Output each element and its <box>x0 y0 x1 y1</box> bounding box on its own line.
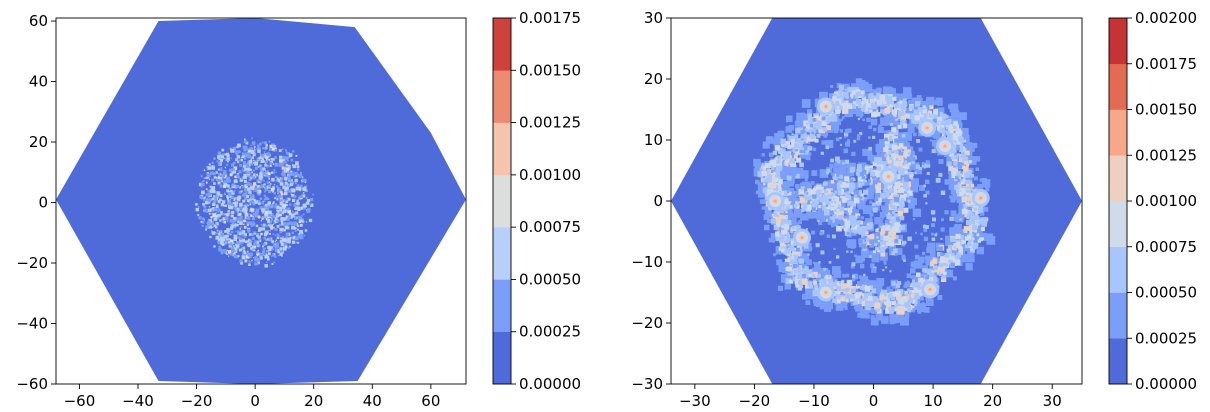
y-tick-label: −30 <box>631 375 663 393</box>
y-tick-label: 0 <box>653 192 663 210</box>
left-contour-panel: −60 −40 −20 0 20 40 60 −60 −40 −20 0 20 40 60 <box>16 12 467 410</box>
axes-frame <box>55 17 467 385</box>
colorbar-segment <box>493 122 511 176</box>
hotspot-peak <box>928 287 932 292</box>
y-tick-label: −10 <box>631 253 663 271</box>
colorbar-tick-label: 0.00150 <box>519 61 581 79</box>
colorbar-tick-label: 0.00100 <box>1135 192 1197 210</box>
x-tick-label: −30 <box>679 392 711 410</box>
contour-texture <box>753 78 996 326</box>
y-tick-label: 30 <box>644 9 663 27</box>
y-tick-label: −20 <box>631 314 663 332</box>
colorbar-segment <box>493 174 511 228</box>
plot-area <box>671 18 1082 384</box>
contour-domain <box>56 18 466 384</box>
x-tick-label: 0 <box>250 392 260 410</box>
x-tick-label: 60 <box>421 392 440 410</box>
y-tick-label: 20 <box>644 70 663 88</box>
hotspot-peak <box>824 104 828 109</box>
colorbar-segment <box>493 70 511 123</box>
colorbar-segment <box>1109 338 1127 385</box>
left-colorbar: 0.00000 0.00025 0.00050 0.00075 0.00100 0.001… <box>492 9 581 393</box>
colorbar-segment <box>1109 246 1127 293</box>
y-tick-label: 40 <box>29 73 48 91</box>
colorbar-tick-label: 0.00050 <box>1135 284 1197 302</box>
hotspot-peak <box>943 144 947 148</box>
colorbar-segment <box>1109 18 1127 65</box>
colorbar-tick-label: 0.00125 <box>519 114 581 132</box>
hotspot-peak <box>773 199 777 203</box>
x-tick-label: −10 <box>798 392 830 410</box>
hotspot-peak <box>824 290 828 295</box>
y-tick-label: 10 <box>644 131 663 149</box>
colorbar-segment <box>493 279 511 333</box>
y-tick-label: 0 <box>38 194 48 212</box>
x-tick-label: 0 <box>869 392 879 410</box>
colorbar-segment <box>1109 63 1127 110</box>
x-tick-label: 20 <box>304 392 323 410</box>
colorbar-tick-label: 0.00025 <box>519 323 581 341</box>
colorbar-tick-label: 0.00150 <box>1135 101 1197 119</box>
colorbar-tick-label: 0.00125 <box>1135 146 1197 164</box>
right-colorbar: 0.00000 0.00025 0.00050 0.00075 0.00100 0.001… <box>1108 9 1197 393</box>
x-tick-label: −20 <box>181 392 213 410</box>
right-contour-panel: −30 −20 −10 0 10 20 30 −30 −20 −10 0 10 20 30 <box>631 9 1083 410</box>
colorbar-tick-label: 0.00175 <box>519 9 581 27</box>
colorbar-segment <box>493 227 511 280</box>
hotspot-peak <box>800 236 804 240</box>
x-tick-label: 30 <box>1043 392 1062 410</box>
colorbar-segment <box>1109 292 1127 339</box>
x-tick-label: −40 <box>122 392 154 410</box>
y-tick-label: 60 <box>29 12 48 30</box>
colorbar-segment <box>1109 201 1127 248</box>
colorbar-tick-label: 0.00000 <box>1135 375 1197 393</box>
x-tick-label: −20 <box>739 392 771 410</box>
hotspot-peak <box>925 126 929 130</box>
plot-area <box>56 18 466 384</box>
x-tick-label: 40 <box>363 392 382 410</box>
colorbar-tick-label: 0.00000 <box>519 375 581 393</box>
colorbar-tick-label: 0.00050 <box>519 270 581 288</box>
colorbar-tick-label: 0.00075 <box>519 218 581 236</box>
colorbar-segment <box>493 18 511 71</box>
colorbar-tick-label: 0.00025 <box>1135 329 1197 347</box>
colorbar-tick-label: 0.00200 <box>1135 9 1197 27</box>
hotspot-peak <box>979 196 983 200</box>
colorbar-segment <box>1109 109 1127 156</box>
colorbar-segment <box>1109 155 1127 202</box>
colorbar-segment <box>493 331 511 385</box>
colorbar-tick-label: 0.00175 <box>1135 55 1197 73</box>
colorbar-frame <box>492 17 512 385</box>
y-tick-label: 20 <box>29 133 48 151</box>
hotspot-peak <box>886 175 891 179</box>
y-tick-label: −60 <box>16 375 48 393</box>
x-tick-label: 10 <box>924 392 943 410</box>
y-tick-label: −40 <box>16 315 48 333</box>
y-tick-label: −20 <box>16 254 48 272</box>
colorbar-tick-label: 0.00100 <box>519 166 581 184</box>
x-tick-label: 20 <box>983 392 1002 410</box>
colorbar-tick-label: 0.00075 <box>1135 238 1197 256</box>
x-tick-label: −60 <box>64 392 96 410</box>
contour-texture <box>195 137 314 268</box>
